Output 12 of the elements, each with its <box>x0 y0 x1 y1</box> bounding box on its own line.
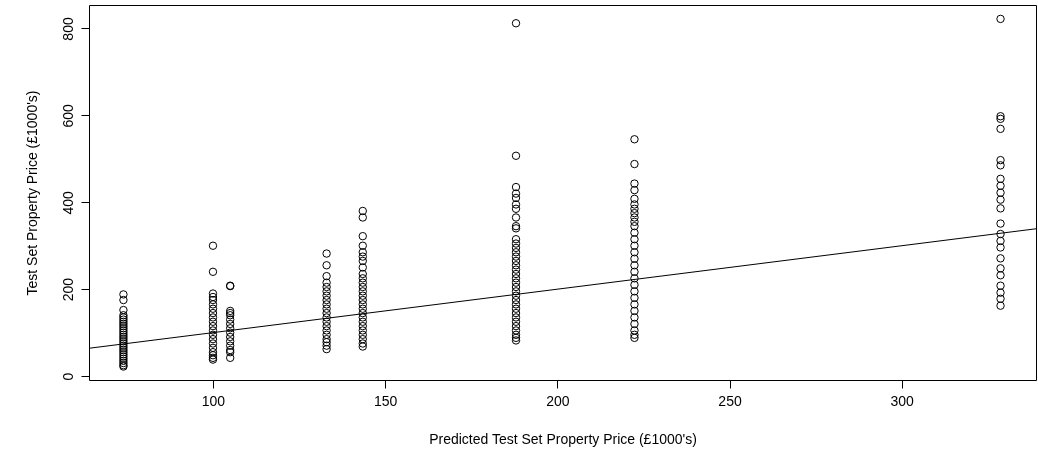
x-axis-title: Predicted Test Set Property Price (£1000's) <box>429 430 697 447</box>
x-tick-label: 200 <box>546 392 570 409</box>
x-tick-label: 250 <box>718 392 742 409</box>
y-tick-label: 200 <box>59 277 76 302</box>
x-tick-label: 150 <box>373 392 398 409</box>
x-tick-label: 300 <box>890 392 915 409</box>
y-tick-label: 0 <box>59 372 76 381</box>
y-tick-label: 400 <box>59 190 76 215</box>
y-axis-title: Test Set Property Price (£1000's) <box>23 90 40 296</box>
y-tick-label: 600 <box>59 103 76 128</box>
x-tick-label: 100 <box>201 392 226 409</box>
y-tick-label: 800 <box>59 17 76 41</box>
